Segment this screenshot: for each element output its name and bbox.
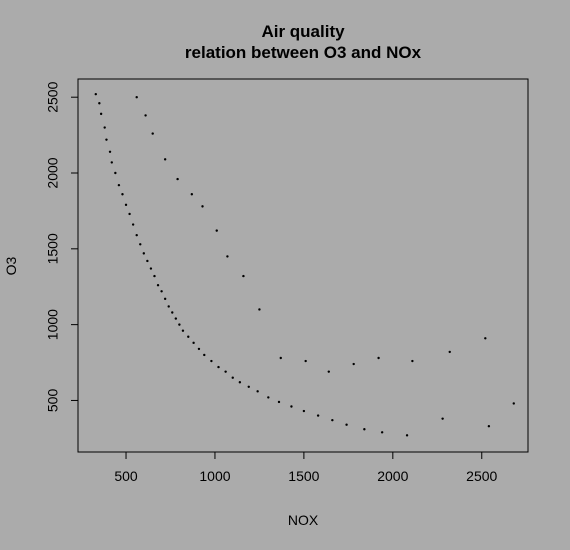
scatter-point — [105, 138, 108, 141]
scatter-point — [215, 229, 218, 232]
y-axis-label: O3 — [3, 256, 19, 275]
scatter-point — [279, 356, 282, 360]
scatter-point — [103, 126, 106, 129]
scatter-point — [142, 252, 146, 255]
y-tick-label: 1000 — [45, 309, 61, 340]
scatter-point — [139, 243, 142, 246]
scatter-point — [441, 417, 444, 420]
x-axis-label: NOX — [288, 512, 319, 528]
x-tick-label: 1500 — [288, 468, 319, 484]
scatter-point — [277, 400, 281, 404]
scatter-point — [484, 337, 487, 340]
scatter-point — [256, 390, 259, 393]
scatter-point — [124, 203, 128, 207]
scatter-point — [345, 423, 348, 426]
scatter-point — [171, 311, 174, 314]
scatter-point — [304, 359, 307, 363]
x-tick-label: 1000 — [199, 468, 230, 484]
y-tick-label: 2000 — [45, 157, 61, 188]
scatter-point — [178, 323, 181, 326]
y-axis-ticks: 500 1000 1500 2000 2500 — [45, 81, 78, 412]
scatter-point — [377, 356, 380, 360]
scatter-point — [247, 385, 250, 388]
scatter-point — [405, 434, 409, 437]
scatter-point — [224, 370, 227, 373]
scatter-point — [121, 193, 124, 196]
scatter-point — [258, 308, 261, 311]
scatter-point — [302, 409, 306, 413]
scatter-point — [352, 362, 355, 366]
data-points — [94, 92, 515, 437]
scatter-point — [380, 431, 384, 434]
scatter-point — [192, 341, 195, 345]
scatter-point — [181, 329, 185, 332]
x-tick-label: 500 — [114, 468, 138, 484]
scatter-point — [108, 150, 112, 153]
scatter-point — [149, 267, 153, 270]
scatter-point — [231, 376, 234, 379]
scatter-point — [331, 418, 334, 422]
scatter-point — [316, 414, 320, 417]
scatter-point — [135, 233, 138, 237]
scatter-point — [131, 223, 135, 226]
scatter-point — [187, 335, 190, 338]
scatter-point — [197, 347, 201, 351]
scatter-point — [242, 274, 245, 278]
scatter-point — [290, 405, 293, 408]
x-axis-ticks: 500 1000 1500 2000 2500 — [114, 452, 498, 484]
scatter-point — [94, 92, 97, 96]
y-tick-label: 500 — [45, 389, 61, 413]
scatter-point — [163, 158, 167, 161]
scatter-point — [114, 171, 117, 175]
scatter-point — [156, 284, 160, 287]
scatter-point — [203, 353, 206, 357]
scatter-point — [117, 183, 121, 187]
chart-subtitle: relation between O3 and NOx — [185, 43, 422, 62]
scatter-point — [210, 359, 213, 363]
scatter-point — [226, 255, 229, 258]
scatter-point — [327, 370, 330, 373]
scatter-point — [267, 396, 270, 399]
scatter-point — [217, 365, 220, 369]
scatter-point — [99, 112, 103, 116]
scatter-point — [487, 425, 491, 428]
scatter-point — [174, 317, 178, 320]
scatter-point — [160, 290, 163, 293]
scatter-point — [128, 212, 131, 216]
scatter-point — [411, 359, 414, 363]
x-tick-label: 2500 — [466, 468, 497, 484]
y-tick-label: 2500 — [45, 81, 61, 112]
scatter-point — [110, 161, 113, 164]
scatter-point — [201, 205, 204, 208]
x-tick-label: 2000 — [377, 468, 408, 484]
scatter-point — [144, 114, 147, 117]
scatter-point — [153, 274, 156, 278]
scatter-point — [135, 96, 138, 99]
scatter-point — [448, 350, 451, 354]
scatter-point — [151, 132, 154, 135]
scatter-point — [190, 193, 194, 196]
scatter-point — [176, 177, 179, 181]
scatter-point — [98, 102, 101, 105]
scatter-point — [163, 297, 167, 301]
scatter-point — [363, 428, 366, 431]
scatter-point — [238, 381, 242, 384]
chart-title: Air quality — [261, 22, 345, 41]
scatter-point — [512, 402, 515, 405]
scatter-point — [167, 305, 170, 308]
plot-frame — [77, 78, 529, 453]
y-tick-label: 1500 — [45, 233, 61, 264]
scatter-point — [146, 259, 149, 263]
